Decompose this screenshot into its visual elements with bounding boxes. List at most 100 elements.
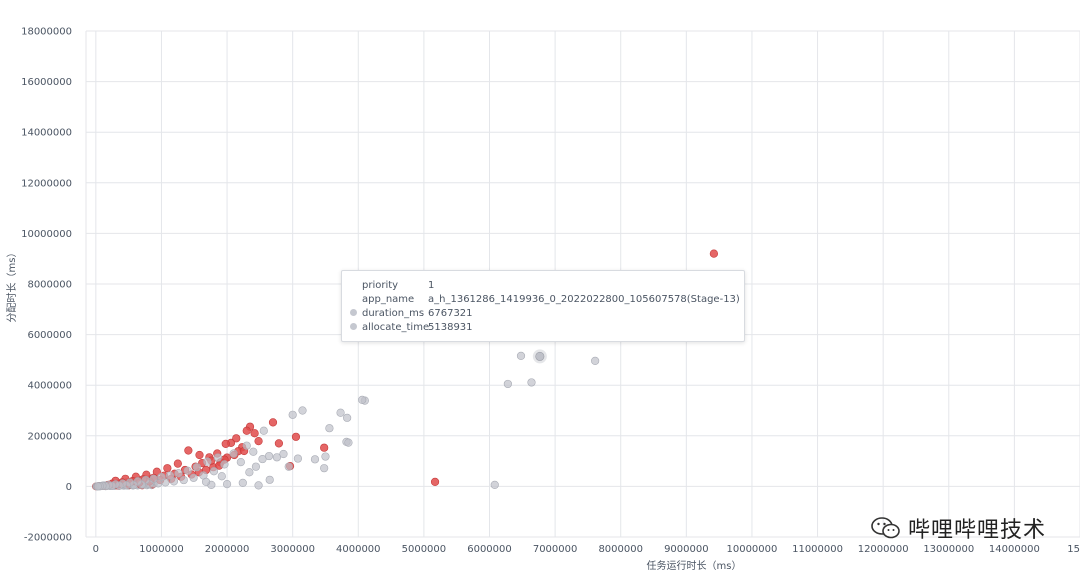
data-point[interactable] bbox=[192, 463, 201, 472]
data-point[interactable] bbox=[251, 462, 261, 471]
x-tick-label: 12000000 bbox=[858, 544, 909, 555]
data-point[interactable] bbox=[265, 475, 274, 484]
data-point[interactable] bbox=[163, 464, 172, 473]
x-tick-label: 10000000 bbox=[726, 544, 777, 555]
data-point[interactable] bbox=[503, 379, 512, 389]
data-point[interactable] bbox=[320, 464, 329, 473]
data-point[interactable] bbox=[183, 466, 192, 475]
x-tick-label: 7000000 bbox=[533, 544, 578, 555]
data-point[interactable] bbox=[259, 426, 268, 435]
wechat-icon bbox=[871, 517, 900, 539]
data-point[interactable] bbox=[325, 424, 334, 433]
data-point[interactable] bbox=[179, 475, 188, 485]
data-point[interactable] bbox=[238, 478, 247, 487]
data-point[interactable] bbox=[169, 477, 179, 486]
data-point[interactable] bbox=[298, 406, 307, 415]
data-point[interactable] bbox=[165, 471, 175, 480]
series-dot-icon bbox=[350, 323, 357, 330]
x-tick-label: 13000000 bbox=[923, 544, 974, 555]
x-tick-label: 6000000 bbox=[467, 544, 512, 555]
data-point[interactable] bbox=[336, 408, 345, 417]
data-point[interactable] bbox=[516, 351, 526, 360]
data-point[interactable] bbox=[321, 452, 330, 461]
data-point[interactable] bbox=[195, 450, 204, 460]
tooltip-row-allocate-time: allocate_time 5138931 bbox=[350, 321, 473, 334]
x-tick-label: 5000000 bbox=[402, 544, 447, 555]
data-point[interactable] bbox=[203, 457, 212, 466]
tooltip-key: priority bbox=[362, 280, 399, 291]
data-point[interactable] bbox=[254, 481, 263, 490]
data-point[interactable] bbox=[591, 356, 600, 366]
y-tick-label: 8000000 bbox=[27, 280, 72, 291]
highlighted-data-point[interactable] bbox=[535, 351, 545, 361]
x-tick-label: 9000000 bbox=[664, 544, 709, 555]
brand-text: 哔哩哔哩技术 bbox=[907, 518, 1046, 543]
tooltip-key: app_name bbox=[362, 294, 415, 305]
plot-area[interactable] bbox=[91, 249, 718, 491]
data-point[interactable] bbox=[293, 454, 303, 463]
data-point[interactable] bbox=[242, 441, 251, 450]
data-point[interactable] bbox=[358, 395, 367, 404]
data-point[interactable] bbox=[184, 446, 193, 455]
data-point[interactable] bbox=[201, 477, 211, 486]
tooltip-row-duration: duration_ms 6767321 bbox=[350, 307, 473, 320]
data-point[interactable] bbox=[217, 472, 226, 481]
x-tick-label: 0 bbox=[93, 544, 99, 555]
tooltip-row-priority: priority 1 bbox=[350, 279, 434, 292]
data-point[interactable] bbox=[93, 482, 102, 491]
data-point[interactable] bbox=[250, 429, 259, 438]
data-point[interactable] bbox=[173, 459, 182, 468]
data-point[interactable] bbox=[209, 467, 219, 476]
data-point[interactable] bbox=[272, 453, 282, 462]
y-tick-label: 18000000 bbox=[21, 27, 72, 38]
data-point[interactable] bbox=[274, 439, 283, 448]
data-point[interactable] bbox=[249, 447, 258, 456]
y-tick-label: 14000000 bbox=[21, 128, 72, 139]
data-point[interactable] bbox=[291, 432, 301, 441]
data-point[interactable] bbox=[284, 462, 293, 471]
tooltip-key: allocate_time bbox=[362, 322, 430, 333]
y-axis-title: 分配时长（ms） bbox=[6, 248, 18, 323]
series-priority-2 bbox=[93, 351, 600, 491]
data-point[interactable] bbox=[264, 451, 274, 461]
data-point[interactable] bbox=[236, 458, 245, 467]
data-point[interactable] bbox=[527, 378, 536, 387]
data-point[interactable] bbox=[430, 477, 440, 486]
data-point[interactable] bbox=[490, 480, 499, 489]
data-point[interactable] bbox=[254, 437, 263, 446]
series-dot-icon bbox=[350, 309, 357, 316]
y-tick-label: 10000000 bbox=[21, 229, 72, 240]
tooltip-row-app-name: app_name a_h_1361286_1419936_0_202202280… bbox=[350, 293, 740, 306]
x-axis: 0 1000000 2000000 3000000 4000000 5000000 6000… bbox=[93, 544, 1080, 555]
data-point[interactable] bbox=[232, 434, 241, 443]
tooltip-value: 5138931 bbox=[428, 322, 473, 333]
data-point[interactable] bbox=[220, 460, 229, 469]
data-point[interactable] bbox=[229, 449, 238, 458]
data-point[interactable] bbox=[279, 449, 288, 459]
tooltip-value: a_h_1361286_1419936_0_2022022800_1056075… bbox=[428, 294, 740, 305]
data-point[interactable] bbox=[268, 418, 278, 427]
y-tick-label: 12000000 bbox=[21, 178, 72, 189]
data-point[interactable] bbox=[320, 443, 329, 452]
data-point[interactable] bbox=[343, 413, 352, 422]
data-point[interactable] bbox=[709, 249, 718, 258]
data-point[interactable] bbox=[344, 438, 353, 447]
x-tick-label: 8000000 bbox=[598, 544, 643, 555]
data-point[interactable] bbox=[157, 472, 166, 482]
data-point[interactable] bbox=[189, 473, 198, 482]
data-point[interactable] bbox=[242, 426, 251, 435]
data-point[interactable] bbox=[245, 468, 254, 477]
y-tick-label: 2000000 bbox=[27, 431, 72, 442]
data-point[interactable] bbox=[288, 410, 297, 419]
data-point[interactable] bbox=[221, 439, 230, 448]
data-point[interactable] bbox=[222, 480, 232, 489]
x-tick-label: 14000000 bbox=[989, 544, 1040, 555]
tooltip-value: 6767321 bbox=[428, 308, 473, 319]
y-axis: 18000000 16000000 14000000 12000000 10000000… bbox=[21, 27, 72, 544]
x-axis-title: 任务运行时长（ms） bbox=[647, 559, 742, 572]
data-point[interactable] bbox=[213, 453, 222, 462]
data-point[interactable] bbox=[310, 455, 320, 464]
tooltip: priority 1 app_name a_h_1361286_1419936_… bbox=[341, 270, 745, 342]
data-point[interactable] bbox=[174, 469, 183, 478]
data-point[interactable] bbox=[258, 454, 267, 464]
